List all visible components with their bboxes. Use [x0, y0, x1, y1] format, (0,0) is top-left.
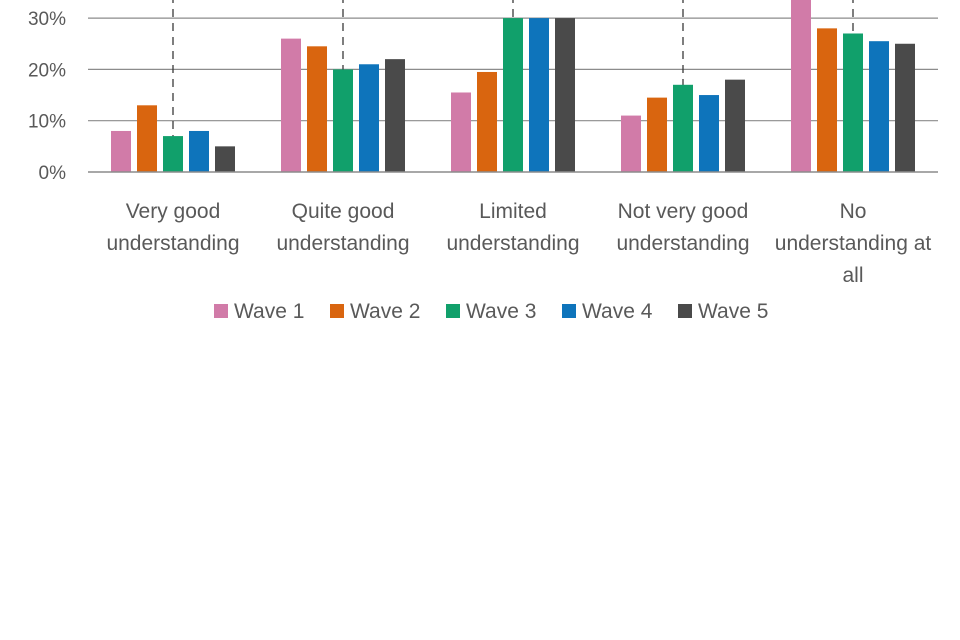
bar-wave-3: [503, 18, 523, 172]
bar-wave-2: [137, 105, 157, 172]
bar-wave-5: [725, 79, 745, 172]
legend-label: Wave 1: [234, 300, 304, 323]
bar-wave-4: [699, 95, 719, 172]
category-label-line: Very good: [126, 200, 221, 223]
category-label: No understanding at all: [775, 200, 932, 287]
category-label: Very good understanding: [106, 200, 239, 255]
bar-wave-3: [163, 136, 183, 172]
bar-wave-4: [529, 18, 549, 172]
category-label-line: No: [840, 200, 867, 223]
bar-wave-2: [647, 97, 667, 172]
legend-swatch: [330, 304, 344, 318]
y-tick-label: 0%: [39, 163, 67, 184]
bar-wave-2: [307, 46, 327, 172]
legend-swatch: [214, 304, 228, 318]
bar-wave-3: [843, 33, 863, 172]
category-label: Not very good understanding: [616, 200, 749, 255]
bar-wave-1: [621, 115, 641, 172]
y-tick-label: 10%: [28, 112, 66, 133]
bar-wave-1: [281, 38, 301, 173]
category-label-line: Limited: [479, 200, 547, 223]
bar-wave-5: [895, 43, 915, 172]
bar-wave-1: [451, 92, 471, 172]
bar-wave-1: [791, 0, 811, 172]
bars: [111, 0, 915, 173]
category-label: Quite good understanding: [276, 200, 409, 255]
bar-wave-2: [477, 71, 497, 172]
category-label-line: understanding: [106, 232, 239, 255]
legend-label: Wave 3: [466, 300, 536, 323]
bar-wave-5: [555, 18, 575, 172]
bar-wave-1: [111, 130, 131, 172]
bar-wave-5: [215, 146, 235, 172]
bar-wave-4: [869, 41, 889, 173]
bar-wave-4: [189, 130, 209, 172]
y-tick-label: 20%: [28, 60, 66, 81]
bar-wave-3: [673, 84, 693, 172]
category-label-line: understanding: [276, 232, 409, 255]
legend-swatch: [562, 304, 576, 318]
legend-swatch: [446, 304, 460, 318]
bar-wave-4: [359, 64, 379, 172]
category-label-line: understanding at: [775, 232, 932, 255]
category-label: Limited understanding: [446, 200, 579, 255]
bar-wave-3: [333, 69, 353, 172]
category-labels: Very good understanding Quite good understa…: [106, 200, 931, 287]
bar-wave-5: [385, 59, 405, 172]
axes: 0% 10% 20% 30%: [28, 9, 938, 184]
y-tick-label: 30%: [28, 9, 66, 30]
legend-label: Wave 2: [350, 300, 420, 323]
category-label-line: all: [842, 264, 863, 287]
legend: Wave 1 Wave 2 Wave 3 Wave 4 Wave 5: [214, 300, 768, 323]
category-label-line: Not very good: [618, 200, 749, 223]
legend-swatch: [678, 304, 692, 318]
legend-label: Wave 5: [698, 300, 768, 323]
category-label-line: Quite good: [292, 200, 395, 223]
legend-label: Wave 4: [582, 300, 653, 323]
category-label-line: understanding: [616, 232, 749, 255]
bar-wave-2: [817, 28, 837, 172]
category-label-line: understanding: [446, 232, 579, 255]
